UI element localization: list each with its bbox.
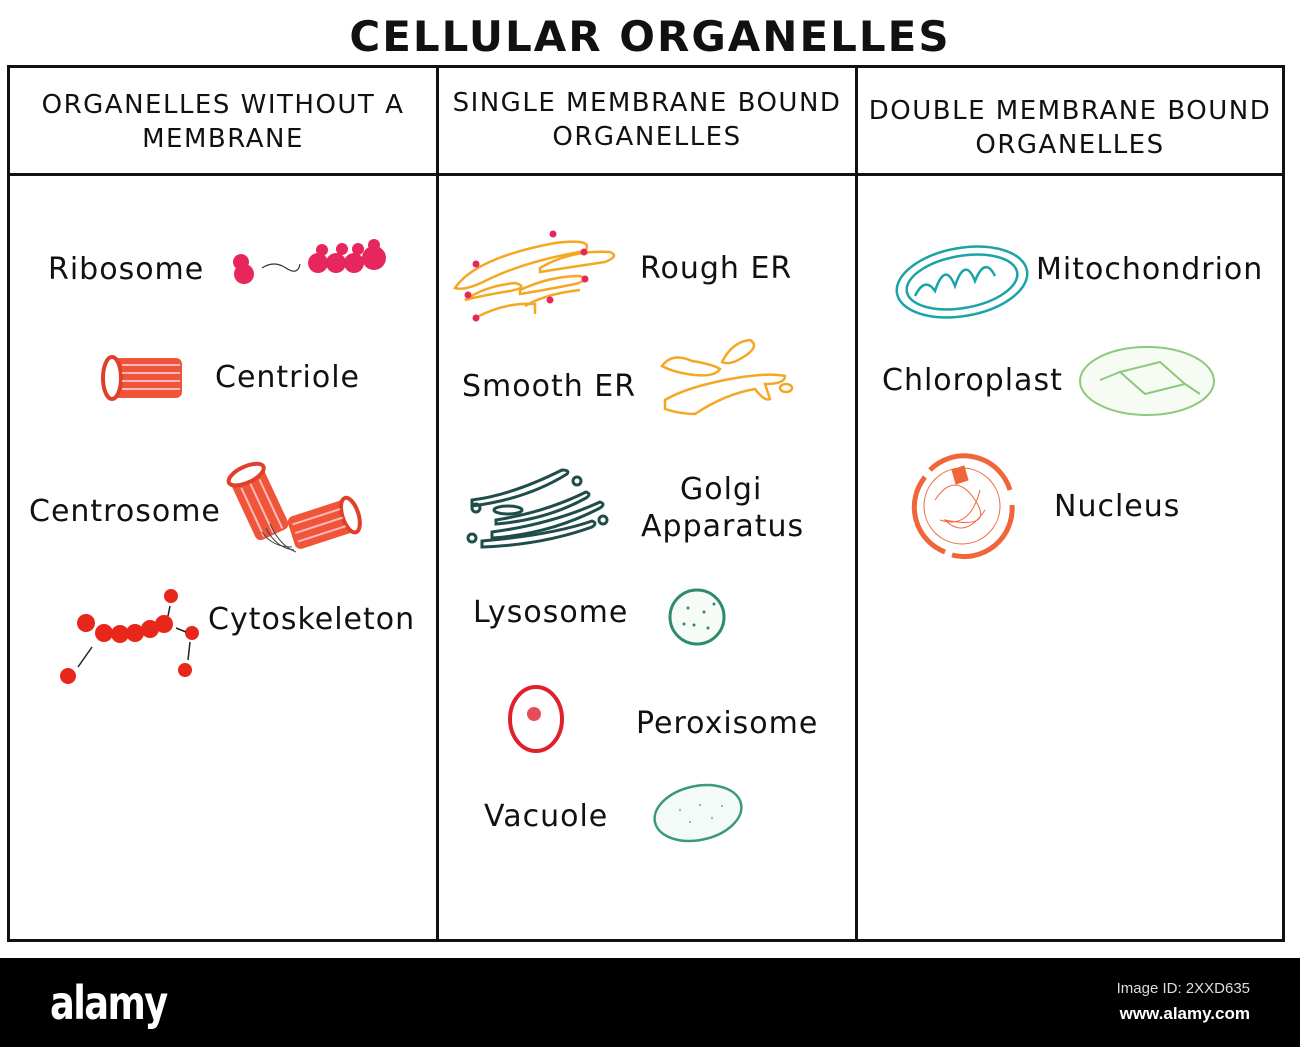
label-ribosome: Ribosome — [48, 252, 205, 287]
header-line: ORGANELLES — [552, 122, 742, 152]
header-line: ORGANELLES — [975, 130, 1165, 160]
lysosome-icon — [668, 588, 726, 646]
alamy-logo: alamy — [50, 976, 168, 1030]
mitochondrion-icon — [895, 245, 1029, 319]
label-vacuole: Vacuole — [484, 799, 609, 834]
label-peroxisome: Peroxisome — [636, 706, 819, 741]
label-chloroplast: Chloroplast — [882, 363, 1063, 398]
nucleus-icon — [911, 453, 1015, 560]
label-centrosome: Centrosome — [29, 494, 221, 529]
chloroplast-icon — [1079, 346, 1215, 416]
table-border-bottom — [7, 939, 1285, 942]
centrosome-icon — [226, 461, 362, 553]
label-centriole: Centriole — [215, 360, 360, 395]
column-header-no-membrane: ORGANELLES WITHOUT A MEMBRANE — [10, 88, 436, 156]
label-mitochondrion: Mitochondrion — [1036, 252, 1264, 287]
table-border-left — [7, 65, 10, 942]
label-nucleus: Nucleus — [1054, 489, 1181, 524]
page-title: CELLULAR ORGANELLES — [349, 12, 951, 61]
vacuole-icon — [653, 783, 743, 843]
ribosome-icon — [233, 239, 386, 284]
site-url: www.alamy.com — [1119, 1004, 1250, 1023]
label-smooth-er: Smooth ER — [462, 369, 637, 404]
column-divider-1 — [436, 65, 439, 942]
organelle-illustrations — [60, 230, 1215, 843]
label-rough-er: Rough ER — [640, 251, 793, 286]
label-golgi: Golgi — [680, 472, 763, 507]
header-divider — [7, 173, 1285, 176]
header-line: MEMBRANE — [142, 124, 304, 154]
cytoskeleton-icon — [60, 589, 199, 684]
image-id: Image ID: 2XXD635 — [1116, 980, 1250, 997]
table-border-right — [1282, 65, 1285, 942]
column-header-single-membrane: SINGLE MEMBRANE BOUND ORGANELLES — [439, 86, 855, 154]
peroxisome-icon — [508, 685, 564, 753]
smooth-er-icon — [660, 338, 794, 416]
golgi-icon — [466, 468, 609, 549]
label-cytoskeleton: Cytoskeleton — [208, 602, 416, 637]
label-lysosome: Lysosome — [473, 595, 629, 630]
column-divider-2 — [855, 65, 858, 942]
rough-er-icon — [453, 240, 616, 320]
header-line: DOUBLE MEMBRANE BOUND — [868, 96, 1272, 126]
label-apparatus: Apparatus — [641, 509, 805, 544]
ribosome-dots — [464, 230, 589, 322]
centriole-icon — [101, 355, 182, 401]
header-line: ORGANELLES WITHOUT A — [41, 90, 405, 120]
column-header-double-membrane: DOUBLE MEMBRANE BOUND ORGANELLES — [858, 94, 1282, 162]
footer-bar: alamy Image ID: 2XXD635 www.alamy.com — [0, 958, 1300, 1047]
table-border-top — [7, 65, 1285, 68]
header-line: SINGLE MEMBRANE BOUND — [452, 88, 842, 118]
